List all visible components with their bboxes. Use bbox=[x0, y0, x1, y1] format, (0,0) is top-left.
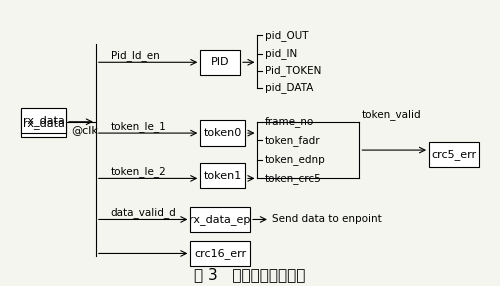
Text: rx_data: rx_data bbox=[22, 115, 64, 126]
Text: token_fadr: token_fadr bbox=[265, 135, 320, 146]
Text: pid_IN: pid_IN bbox=[265, 48, 297, 59]
Text: token_crc5: token_crc5 bbox=[265, 173, 322, 184]
Text: rx_data: rx_data bbox=[22, 118, 64, 129]
FancyBboxPatch shape bbox=[190, 207, 250, 232]
Text: token_le_1: token_le_1 bbox=[111, 121, 166, 132]
FancyBboxPatch shape bbox=[22, 108, 66, 133]
Text: crc5_err: crc5_err bbox=[432, 149, 476, 160]
Text: rx_data_ep: rx_data_ep bbox=[190, 214, 251, 225]
FancyBboxPatch shape bbox=[200, 120, 245, 146]
Text: crc16_err: crc16_err bbox=[194, 248, 246, 259]
Text: token0: token0 bbox=[204, 128, 242, 138]
Text: token_ednp: token_ednp bbox=[265, 154, 326, 165]
Text: pid_DATA: pid_DATA bbox=[265, 82, 314, 93]
Text: PID: PID bbox=[211, 57, 230, 67]
Text: @clk: @clk bbox=[71, 125, 98, 135]
FancyBboxPatch shape bbox=[429, 142, 478, 167]
Text: Pid_TOKEN: Pid_TOKEN bbox=[265, 65, 322, 76]
Text: token1: token1 bbox=[204, 170, 242, 180]
Text: token_le_2: token_le_2 bbox=[111, 166, 166, 177]
FancyBboxPatch shape bbox=[200, 163, 245, 188]
Text: data_valid_d: data_valid_d bbox=[111, 207, 176, 218]
Text: frame_no: frame_no bbox=[265, 116, 314, 127]
FancyBboxPatch shape bbox=[190, 241, 250, 266]
FancyBboxPatch shape bbox=[22, 109, 66, 137]
FancyBboxPatch shape bbox=[200, 49, 240, 75]
Text: Send data to enpoint: Send data to enpoint bbox=[272, 214, 382, 225]
Text: 图 3   解包模块的数据流: 图 3 解包模块的数据流 bbox=[194, 267, 306, 282]
Text: Pid_Id_en: Pid_Id_en bbox=[111, 50, 160, 61]
Text: token_valid: token_valid bbox=[362, 110, 422, 120]
Text: pid_OUT: pid_OUT bbox=[265, 30, 308, 41]
